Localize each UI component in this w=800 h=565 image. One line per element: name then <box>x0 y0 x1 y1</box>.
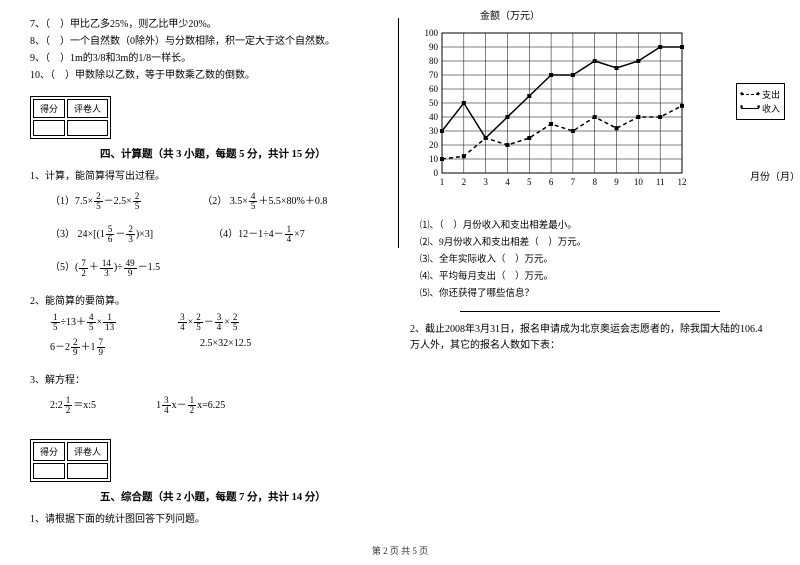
svg-text:10: 10 <box>429 154 439 164</box>
judgment-8: 8、（ ）一个自然数（0除外）与分数相除，积一定大于这个自然数。 <box>30 35 390 49</box>
svg-text:9: 9 <box>614 177 619 187</box>
legend-dash-icon <box>741 94 759 95</box>
chart-questions: ⑴、（ ）月份收入和支出相差最小。 ⑵、9月份收入和支出相差（ ）万元。 ⑶、全… <box>420 219 770 312</box>
svg-text:60: 60 <box>429 84 439 94</box>
cq-3: ⑶、全年实际收入（ ）万元。 <box>420 253 770 267</box>
svg-text:40: 40 <box>429 112 439 122</box>
eq-1-4: （4）12－1÷4－14×7 <box>213 225 305 244</box>
answer-line <box>460 311 720 312</box>
eq-1-1: （1）7.5×25－2.5×25 <box>50 192 142 211</box>
svg-text:20: 20 <box>429 140 439 150</box>
eq-row-6: 2:212＝x:5 134x－12x=6.25 <box>50 396 390 415</box>
svg-text:30: 30 <box>429 126 439 136</box>
svg-text:6: 6 <box>549 177 554 187</box>
comp-1: 1、请根据下面的统计图回答下列问题。 <box>30 510 390 525</box>
eq-2-3: 6－229＋179 <box>50 338 106 357</box>
para-2: 2、截止2008年3月31日，报名申请成为北京奥运会志愿者的，除我国大陆的106… <box>410 322 770 354</box>
eq-3-1: 2:212＝x:5 <box>50 396 96 415</box>
svg-text:5: 5 <box>527 177 532 187</box>
eq-row-5: 6－229＋179 2.5×32×12.5 <box>50 338 390 357</box>
legend-expense: 支出 <box>762 88 780 101</box>
judgment-10: 10、（ ）甲数除以乙数，等于甲数乘乙数的倒数。 <box>30 69 390 83</box>
cq-2: ⑵、9月份收入和支出相差（ ）万元。 <box>420 236 770 250</box>
score-box-4: 得分 评卷人 <box>30 96 111 139</box>
judgment-7: 7、（ ）甲比乙多25%，则乙比甲少20%。 <box>30 18 390 32</box>
chart-x-title: 月份（月） <box>750 168 800 183</box>
legend-income: 收入 <box>762 102 780 115</box>
section-4-title: 四、计算题（共 3 小题，每题 5 分，共计 15 分） <box>100 146 390 161</box>
svg-text:2: 2 <box>462 177 467 187</box>
eq-2-2: 34×25－34×25 <box>177 313 240 332</box>
eq-2-1: 15÷13＋45×113 <box>50 313 117 332</box>
svg-text:50: 50 <box>429 98 439 108</box>
cq-5: ⑸、你还获得了哪些信息？ <box>420 287 770 301</box>
svg-text:80: 80 <box>429 56 439 66</box>
svg-text:7: 7 <box>571 177 576 187</box>
chart-legend: 支出 收入 <box>736 83 785 120</box>
eq-1-5: （5）(72＋143)÷499－1.5 <box>50 258 160 277</box>
svg-text:90: 90 <box>429 42 439 52</box>
eq-2-4: 2.5×32×12.5 <box>200 338 251 357</box>
judgment-9: 9、（ ）1m的3/8和3m的1/8一样长。 <box>30 52 390 66</box>
grader-label-2: 评卷人 <box>67 442 108 461</box>
line-chart: 金额（万元） 010203040506070809010012345678910… <box>420 23 730 193</box>
score-label-2: 得分 <box>33 442 65 461</box>
svg-text:100: 100 <box>425 28 439 38</box>
left-column: 7、（ ）甲比乙多25%，则乙比甲少20%。 8、（ ）一个自然数（0除外）与分… <box>30 18 390 530</box>
svg-text:1: 1 <box>440 177 445 187</box>
svg-text:8: 8 <box>592 177 597 187</box>
grader-label: 评卷人 <box>67 99 108 118</box>
eq-3-2: 134x－12x=6.25 <box>156 396 225 415</box>
svg-text:0: 0 <box>434 168 439 178</box>
calc3-title: 3、解方程： <box>30 371 390 386</box>
legend-solid-icon <box>741 108 759 109</box>
calc2-title: 2、能简算的要简算。 <box>30 292 390 307</box>
chart-svg: 0102030405060708090100123456789101112 <box>420 23 730 193</box>
svg-text:10: 10 <box>634 177 644 187</box>
cq-1: ⑴、（ ）月份收入和支出相差最小。 <box>420 219 770 233</box>
svg-text:11: 11 <box>656 177 665 187</box>
eq-row-1: （1）7.5×25－2.5×25 （2） 3.5×45＋5.5×80%＋0.8 <box>50 192 390 211</box>
eq-row-3: （5）(72＋143)÷499－1.5 <box>50 258 390 277</box>
cq-4: ⑷、平均每月支出（ ）万元。 <box>420 270 770 284</box>
eq-row-4: 15÷13＋45×113 34×25－34×25 <box>50 313 390 332</box>
calc1-title: 1、计算，能简算得写出过程。 <box>30 167 390 182</box>
svg-text:3: 3 <box>483 177 488 187</box>
right-column: 金额（万元） 010203040506070809010012345678910… <box>410 18 770 530</box>
chart-y-title: 金额（万元） <box>480 7 540 22</box>
page: 7、（ ）甲比乙多25%，则乙比甲少20%。 8、（ ）一个自然数（0除外）与分… <box>0 0 800 530</box>
column-divider <box>398 18 399 248</box>
eq-1-2: （2） 3.5×45＋5.5×80%＋0.8 <box>202 192 327 211</box>
svg-text:4: 4 <box>505 177 510 187</box>
eq-1-3: （3） 24×[(156－23)×3] <box>50 225 153 244</box>
score-box-5: 得分 评卷人 <box>30 439 111 482</box>
eq-row-2: （3） 24×[(156－23)×3] （4）12－1÷4－14×7 <box>50 225 390 244</box>
score-label: 得分 <box>33 99 65 118</box>
svg-text:12: 12 <box>678 177 687 187</box>
section-5-title: 五、综合题（共 2 小题，每题 7 分，共计 14 分） <box>100 489 390 504</box>
page-footer: 第 2 页 共 5 页 <box>0 544 800 557</box>
svg-text:70: 70 <box>429 70 439 80</box>
